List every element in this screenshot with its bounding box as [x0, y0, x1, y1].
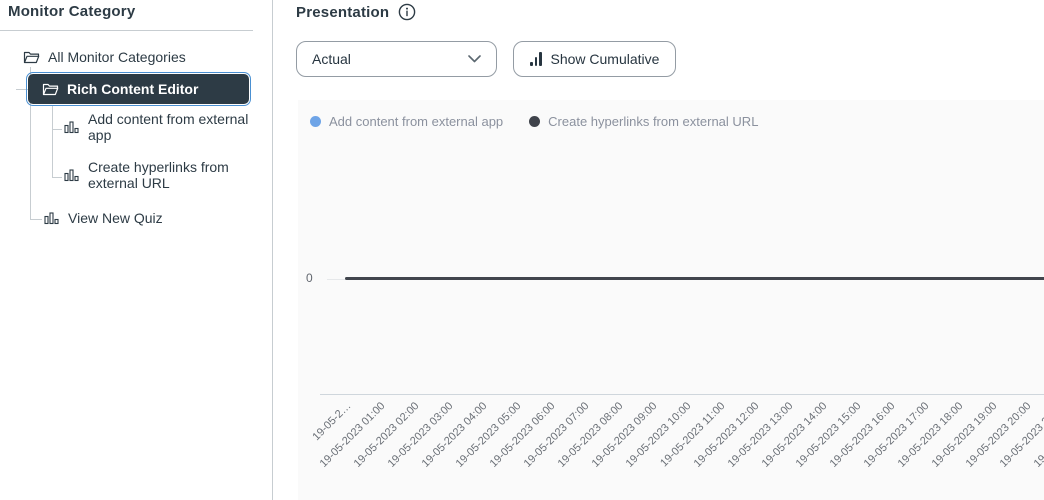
selected-option-label: Actual: [312, 51, 351, 67]
sidebar-item-all-monitor-categories[interactable]: All Monitor Categories: [23, 49, 186, 65]
sidebar-item-view-new-quiz[interactable]: View New Quiz: [43, 210, 163, 226]
x-axis-line: [320, 394, 1044, 395]
folder-open-icon: [23, 51, 40, 63]
presentation-mode-select[interactable]: Actual: [296, 41, 497, 77]
tree-trunk-line-2: [52, 106, 53, 178]
sidebar-item-label: Add content from external app: [88, 111, 249, 143]
sidebar-item-add-content-from-external-app[interactable]: Add content from external app: [63, 111, 253, 143]
y-axis-tick-label: 0: [306, 271, 313, 285]
legend-item-add-content[interactable]: Add content from external app: [310, 114, 503, 129]
info-icon[interactable]: [398, 3, 416, 21]
sidebar-item-label: Rich Content Editor: [67, 81, 199, 97]
cumulative-bars-icon: [530, 52, 542, 66]
bar-chart-icon: [44, 211, 59, 224]
show-cumulative-button[interactable]: Show Cumulative: [513, 41, 677, 77]
bar-chart-icon: [64, 120, 79, 133]
tree-stub-child1: [52, 129, 62, 130]
series-line-at-zero: [345, 277, 1044, 280]
sidebar-item-create-hyperlinks-from-external-url[interactable]: Create hyperlinks from external URL: [63, 159, 253, 191]
sidebar-item-label: All Monitor Categories: [48, 49, 186, 65]
sidebar-item-label: Create hyperlinks from external URL: [88, 159, 229, 191]
sidebar-title: Monitor Category: [8, 3, 136, 20]
chart-legend: Add content from external app Create hyp…: [310, 114, 758, 129]
sidebar-item-label: View New Quiz: [68, 210, 163, 226]
folder-open-icon: [42, 83, 59, 95]
legend-dot-icon: [310, 116, 321, 127]
presentation-chart: Add content from external app Create hyp…: [298, 100, 1044, 500]
sidebar-item-rich-content-editor[interactable]: Rich Content Editor: [25, 71, 252, 107]
sidebar-divider: [0, 30, 253, 31]
legend-dot-icon: [529, 116, 541, 127]
tree-trunk-line: [30, 67, 31, 219]
show-cumulative-label: Show Cumulative: [550, 51, 660, 67]
bar-chart-icon: [64, 168, 79, 181]
tree-stub-quiz: [30, 219, 42, 220]
monitor-category-sidebar: Monitor Category All Monitor Categories …: [0, 0, 273, 500]
legend-label: Add content from external app: [329, 114, 504, 129]
tree-stub-selected: [16, 89, 28, 90]
presentation-header: Presentation: [296, 3, 416, 21]
x-axis-tick-label: 19-05-2023 21:00: [997, 400, 1044, 470]
chevron-down-icon: [468, 55, 481, 63]
page-title: Presentation: [296, 3, 390, 21]
tree-stub-child2: [52, 177, 62, 178]
legend-item-create-hyperlinks[interactable]: Create hyperlinks from external URL: [529, 114, 758, 129]
legend-label: Create hyperlinks from external URL: [548, 114, 759, 129]
